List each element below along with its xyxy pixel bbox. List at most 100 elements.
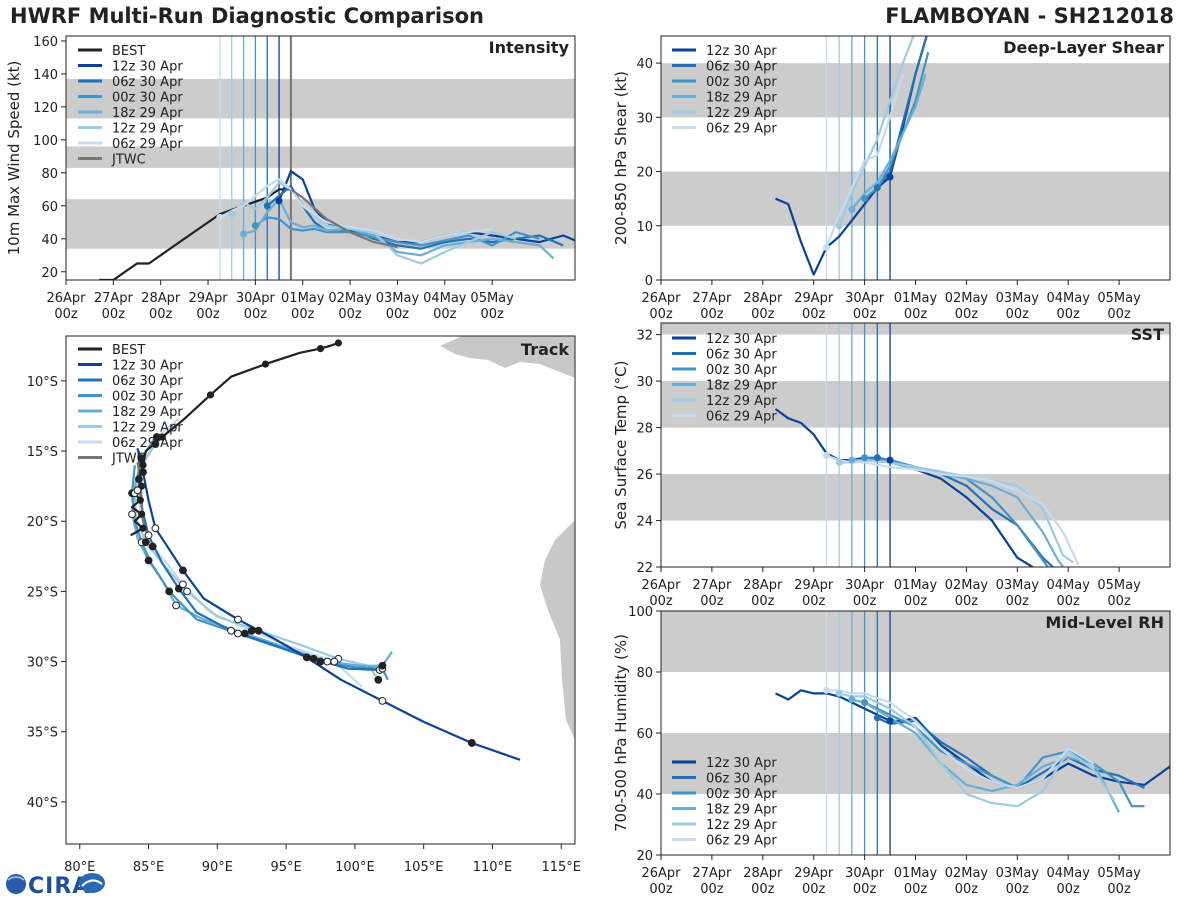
y-axis-label: Sea Surface Temp (°C) bbox=[612, 360, 630, 529]
legend-label: 00z 30 Apr bbox=[112, 390, 183, 405]
series-line-12z-29-apr bbox=[230, 181, 517, 265]
y-tick-label: 20 bbox=[636, 166, 653, 181]
x-tick-label: 26Apr bbox=[641, 291, 681, 306]
forecast-point bbox=[144, 531, 153, 540]
longitude-label: 95°E bbox=[270, 860, 301, 875]
legend-label: BEST bbox=[112, 44, 145, 59]
x-tick-label: 02May bbox=[328, 291, 372, 306]
plot-area bbox=[661, 611, 1170, 855]
init-marker bbox=[240, 230, 248, 238]
x-tick-label: 03May bbox=[996, 291, 1040, 306]
best-track-point bbox=[136, 496, 144, 504]
x-tick-label: 00z bbox=[802, 594, 826, 609]
legend-label: 06z 30 Apr bbox=[706, 60, 777, 75]
shaded-band bbox=[66, 78, 575, 119]
init-marker bbox=[263, 202, 271, 210]
forecast-point bbox=[234, 629, 242, 638]
x-tick-label: 00z bbox=[700, 307, 724, 322]
x-tick-label: 00z bbox=[1006, 307, 1030, 322]
y-tick-label: 160 bbox=[33, 35, 58, 50]
shaded-band bbox=[661, 474, 1170, 521]
init-marker bbox=[822, 451, 830, 459]
x-tick-label: 00z bbox=[1057, 882, 1081, 897]
longitude-label: 80°E bbox=[64, 860, 95, 875]
x-tick-label: 00z bbox=[904, 307, 928, 322]
x-tick-label: 00z bbox=[102, 307, 126, 322]
forecast-point bbox=[254, 626, 263, 635]
x-tick-label: 00z bbox=[649, 307, 673, 322]
forecast-point bbox=[316, 657, 325, 666]
series-line-best bbox=[99, 188, 291, 280]
forecast-point bbox=[152, 433, 161, 441]
longitude-label: 105°E bbox=[404, 860, 444, 875]
legend-label: 06z 30 Apr bbox=[112, 374, 183, 389]
legend-label: 18z 29 Apr bbox=[706, 379, 777, 394]
plot-frame bbox=[65, 35, 576, 281]
x-tick-label: 28Apr bbox=[743, 578, 783, 593]
series-line-12z-29-apr bbox=[838, 36, 915, 227]
x-tick-label: 04May bbox=[1046, 291, 1090, 306]
forecast-point bbox=[374, 675, 383, 684]
legend-label: 06z 29 Apr bbox=[706, 122, 777, 137]
legend-label: 12z 29 Apr bbox=[706, 818, 777, 833]
y-tick-label: 100 bbox=[33, 134, 58, 149]
x-tick-label: 05May bbox=[1097, 866, 1141, 881]
forecast-point bbox=[144, 556, 153, 565]
y-tick-label: 60 bbox=[41, 200, 58, 215]
legend-label: 18z 29 Apr bbox=[112, 405, 183, 420]
best-track-point bbox=[139, 461, 147, 469]
cira-logo: CIRA bbox=[6, 873, 105, 899]
x-tick-label: 02May bbox=[945, 866, 989, 881]
legend-label: 12z 29 Apr bbox=[112, 421, 183, 436]
latitude-label: 10°S bbox=[27, 375, 58, 390]
land-australia bbox=[540, 520, 575, 740]
x-tick-label: 03May bbox=[376, 291, 420, 306]
panel-intensity: 2040608010012014016026Apr00z27Apr00z28Ap… bbox=[5, 35, 576, 322]
forecast-point bbox=[330, 657, 339, 666]
x-tick-label: 00z bbox=[54, 307, 78, 322]
legend-label: 12z 29 Apr bbox=[112, 122, 183, 137]
x-tick-label: 00z bbox=[700, 594, 724, 609]
series-line-12z-29-apr bbox=[838, 692, 1115, 808]
forecast-point bbox=[467, 739, 476, 747]
x-tick-label: 29Apr bbox=[794, 866, 834, 881]
y-tick-label: 28 bbox=[636, 422, 653, 437]
legend-label: 12z 30 Apr bbox=[706, 332, 777, 347]
panel-title: Intensity bbox=[489, 38, 570, 57]
x-tick-label: 00z bbox=[853, 307, 877, 322]
shaded-band bbox=[661, 323, 1170, 335]
x-tick-label: 00z bbox=[649, 882, 673, 897]
x-tick-label: 00z bbox=[1107, 594, 1131, 609]
x-tick-label: 28Apr bbox=[743, 291, 783, 306]
best-track-point bbox=[206, 391, 215, 399]
series-line-06z-29-apr bbox=[825, 73, 904, 248]
forecast-point bbox=[135, 475, 143, 484]
legend-label: JTWC bbox=[111, 153, 146, 168]
forecast-point bbox=[323, 657, 332, 666]
legend-label: 18z 29 Apr bbox=[706, 803, 777, 818]
storm-name: FLAMBOYAN - SH212018 bbox=[885, 4, 1174, 28]
legend-label: 06z 29 Apr bbox=[112, 436, 183, 451]
y-axis-label: 200-850 hPa Shear (kt) bbox=[612, 71, 630, 245]
x-tick-label: 04May bbox=[423, 291, 467, 306]
y-tick-label: 40 bbox=[41, 233, 58, 248]
series-line-12z-30-apr bbox=[775, 36, 928, 276]
x-tick-label: 00z bbox=[1057, 307, 1081, 322]
init-marker bbox=[216, 213, 224, 221]
x-tick-label: 00z bbox=[244, 307, 268, 322]
y-tick-label: 10 bbox=[636, 220, 653, 235]
y-tick-label: 40 bbox=[636, 788, 653, 803]
panel-mid-level-rh: 2040608010026Apr00z27Apr00z28Apr00z29Apr… bbox=[612, 605, 1171, 897]
y-axis-label: 700-500 hPa Humidity (%) bbox=[612, 634, 630, 832]
y-tick-label: 30 bbox=[636, 375, 653, 390]
init-marker bbox=[861, 454, 869, 462]
x-tick-label: 02May bbox=[945, 578, 989, 593]
forecast-point bbox=[151, 524, 160, 533]
x-tick-label: 00z bbox=[1057, 594, 1081, 609]
legend-label: 06z 29 Apr bbox=[112, 137, 183, 152]
latitude-label: 30°S bbox=[27, 656, 58, 671]
shaded-band bbox=[661, 611, 1170, 672]
y-tick-label: 30 bbox=[636, 111, 653, 126]
